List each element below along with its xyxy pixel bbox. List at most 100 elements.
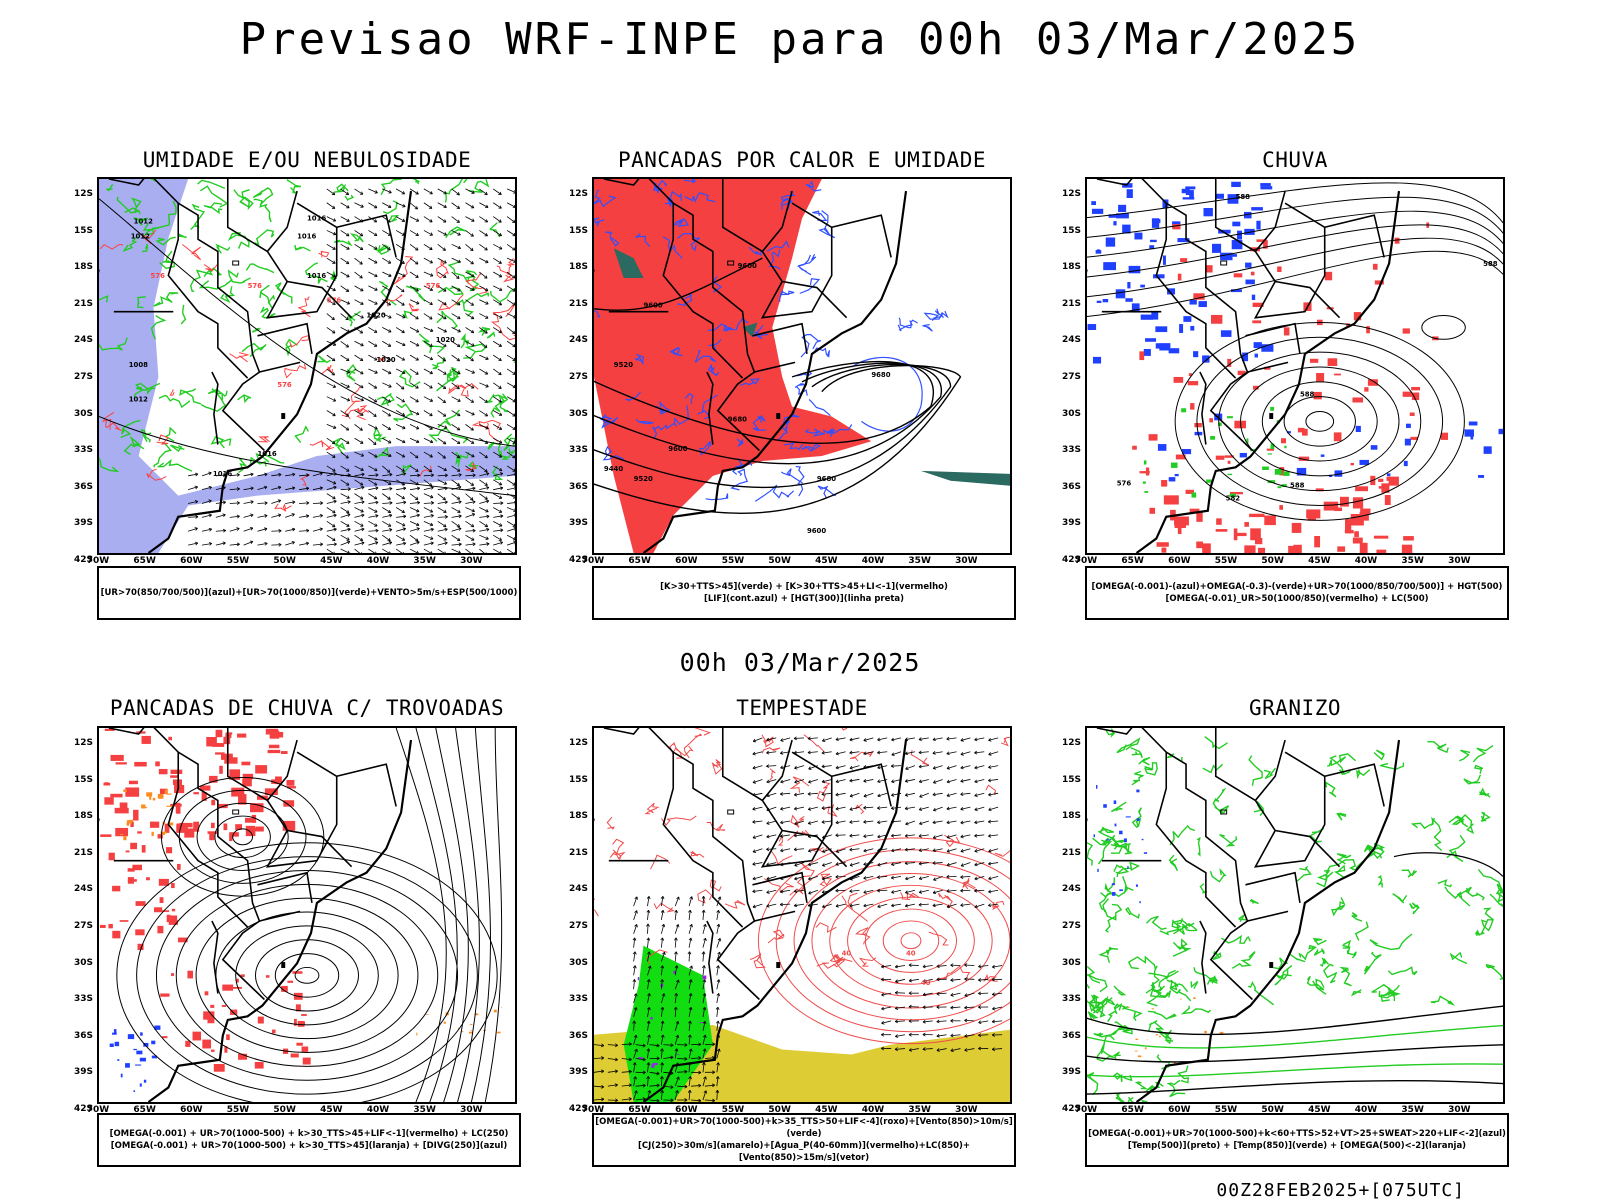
lat-tick-label: 36S	[1051, 1031, 1081, 1041]
lat-tick-label: 24S	[1051, 884, 1081, 894]
lat-tick-label: 39S	[1051, 1067, 1081, 1077]
legend-line: [OMEGA(-0.01)_UR>50(1000/850)(vermelho) …	[1087, 593, 1507, 605]
lat-tick-label: 24S	[1051, 335, 1081, 345]
panel-title: CHUVA	[1045, 148, 1545, 172]
panel-legend: [UR>70(850/700/500)](azul)+[UR>70(1000/8…	[97, 566, 521, 620]
legend-line: [CJ(250)>30m/s](amarelo)+[Agua_P(40-60mm…	[594, 1140, 1014, 1164]
lat-tick-label: 36S	[1051, 482, 1081, 492]
lon-tick-label: 60W	[1162, 556, 1196, 566]
panel-legend: [K>30+TTS>45](verde) + [K>30+TTS>45+LI<-…	[592, 566, 1016, 620]
lon-tick-label: 65W	[623, 556, 657, 566]
lat-tick-label: 27S	[1051, 921, 1081, 931]
height-label: 582	[1226, 495, 1241, 503]
contour-label: 40	[921, 979, 931, 987]
lon-tick-label: 50W	[268, 556, 302, 566]
lon-tick-label: 30W	[949, 556, 983, 566]
lat-tick-label: 15S	[558, 226, 588, 236]
contour-label: 40	[842, 950, 852, 958]
lon-tick-label: 50W	[1256, 556, 1290, 566]
lon-tick-label: 55W	[221, 556, 255, 566]
height-label: 9600	[644, 302, 663, 310]
legend-line: [LIF](cont.azul) + [HGT(300)](linha pret…	[594, 593, 1014, 605]
panel-legend: [OMEGA(-0.001)-(azul)+OMEGA(-0.3)-(verde…	[1085, 566, 1509, 620]
lat-tick-label: 39S	[63, 518, 93, 528]
lat-tick-label: 21S	[1051, 299, 1081, 309]
map-borders	[1087, 179, 1399, 553]
map-canvas	[1087, 728, 1503, 1102]
lat-tick-label: 33S	[1051, 994, 1081, 1004]
panel-title: PANCADAS DE CHUVA C/ TROVOADAS	[57, 696, 557, 720]
legend-line: [Temp(500)](preto) + [Temp(850)](verde) …	[1087, 1140, 1507, 1152]
lat-tick-label: 15S	[63, 775, 93, 785]
height-label: 588	[1483, 260, 1498, 268]
lat-tick-label: 12S	[1051, 738, 1081, 748]
lon-tick-label: 35W	[903, 556, 937, 566]
height-label: 9600	[738, 262, 757, 270]
lat-tick-label: 12S	[558, 738, 588, 748]
lat-tick-label: 36S	[63, 482, 93, 492]
lat-tick-label: 36S	[558, 1031, 588, 1041]
lat-tick-label: 18S	[1051, 262, 1081, 272]
lon-tick-label: 35W	[408, 556, 442, 566]
height-label: 9680	[817, 475, 836, 483]
legend-line: [OMEGA(-0.001)+UR>70(1000-500)+k<60+TTS>…	[1087, 1128, 1507, 1140]
contour-label: 1012	[129, 396, 148, 404]
lat-tick-label: 21S	[63, 299, 93, 309]
lat-tick-label: 27S	[558, 372, 588, 382]
legend-line: [UR>70(850/700/500)](azul)+[UR>70(1000/8…	[99, 587, 519, 599]
lat-tick-label: 15S	[1051, 226, 1081, 236]
lon-tick-label: 45W	[1302, 556, 1336, 566]
lon-tick-label: 60W	[669, 556, 703, 566]
lat-tick-label: 24S	[558, 335, 588, 345]
lat-tick-label: 12S	[1051, 189, 1081, 199]
main-title: Previsao WRF-INPE para 00h 03/Mar/2025	[0, 14, 1600, 65]
panel-title: PANCADAS POR CALOR E UMIDADE	[552, 148, 1052, 172]
lon-tick-label: 30W	[454, 556, 488, 566]
forecast-map	[1085, 726, 1505, 1104]
height-label: 9600	[807, 527, 826, 535]
height-label: 576	[1117, 480, 1132, 488]
lat-tick-label: 33S	[1051, 445, 1081, 455]
lat-tick-label: 27S	[558, 921, 588, 931]
height-label: 9520	[634, 475, 653, 483]
lat-tick-label: 12S	[63, 738, 93, 748]
lon-tick-label: 40W	[1349, 556, 1383, 566]
lat-tick-label: 33S	[558, 445, 588, 455]
lat-tick-label: 21S	[558, 848, 588, 858]
lon-tick-label: 35W	[1396, 556, 1430, 566]
lat-tick-label: 15S	[1051, 775, 1081, 785]
height-label: 9520	[614, 361, 633, 369]
lat-tick-label: 15S	[63, 226, 93, 236]
lat-tick-label: 18S	[558, 811, 588, 821]
lon-tick-label: 45W	[314, 556, 348, 566]
height-label: 9600	[668, 445, 687, 453]
contour-label: 1016	[297, 232, 316, 240]
panel-legend: [OMEGA(-0.001)+UR>70(1000-500)+k>35_TTS>…	[592, 1113, 1016, 1167]
lat-tick-label: 30S	[1051, 409, 1081, 419]
lat-tick-label: 39S	[558, 518, 588, 528]
lat-tick-label: 30S	[558, 409, 588, 419]
run-footer: 00Z28FEB2025+[075UTC]	[1216, 1180, 1465, 1201]
lat-tick-label: 18S	[1051, 811, 1081, 821]
lat-tick-label: 27S	[63, 372, 93, 382]
lon-tick-label: 60W	[174, 556, 208, 566]
lat-tick-label: 36S	[63, 1031, 93, 1041]
map-canvas	[99, 728, 515, 1102]
contour-label: 1016	[307, 272, 326, 280]
lon-tick-label: 30W	[1442, 556, 1476, 566]
lon-tick-label: 70W	[576, 556, 610, 566]
lat-tick-label: 33S	[63, 994, 93, 1004]
middle-timestamp: 00h 03/Mar/2025	[0, 648, 1600, 677]
lon-tick-label: 50W	[763, 556, 797, 566]
height-label: 9440	[604, 465, 623, 473]
lat-tick-label: 30S	[558, 958, 588, 968]
legend-line: [OMEGA(-0.001)+UR>70(1000-500)+k>35_TTS>…	[594, 1116, 1014, 1140]
height-label: 9680	[871, 371, 890, 379]
panel-legend: [OMEGA(-0.001) + UR>70(1000-500) + k>30_…	[97, 1113, 521, 1167]
panel-legend: [OMEGA(-0.001)+UR>70(1000-500)+k<60+TTS>…	[1085, 1113, 1509, 1167]
lat-tick-label: 39S	[63, 1067, 93, 1077]
